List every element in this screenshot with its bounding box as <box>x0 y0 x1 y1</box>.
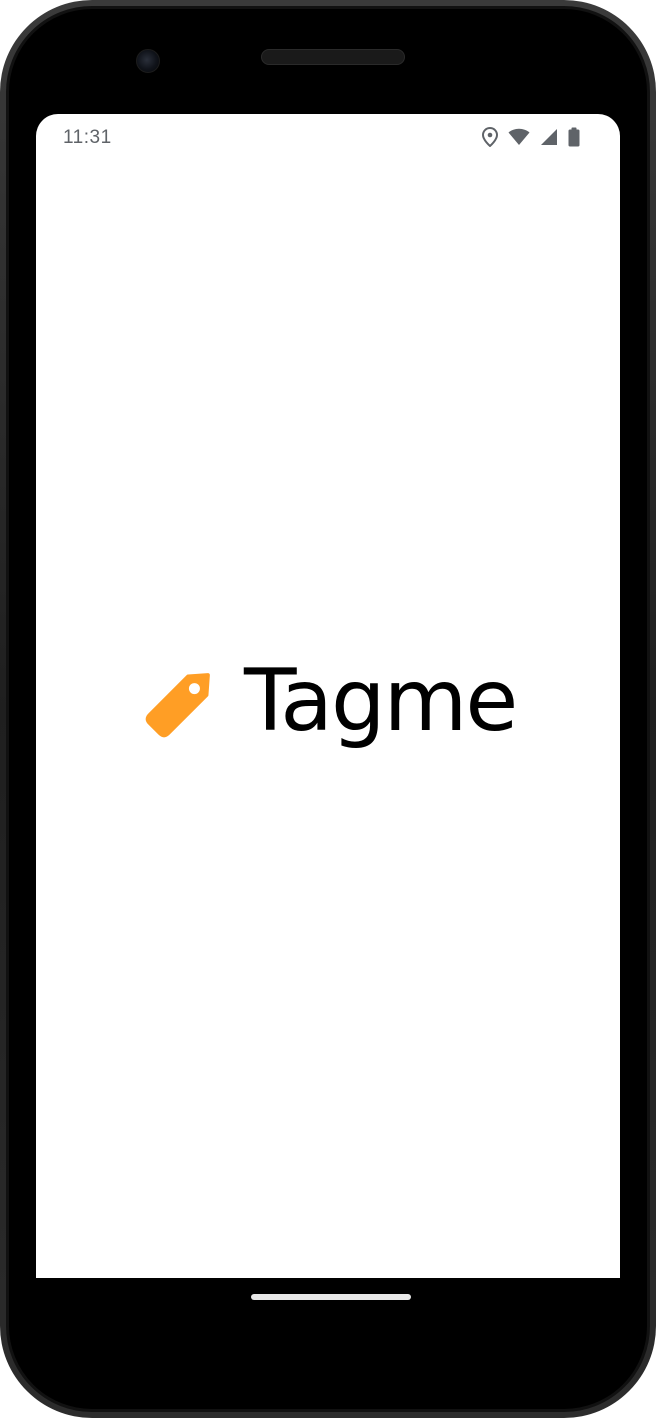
battery-icon <box>568 127 580 147</box>
cellular-signal-icon <box>540 128 558 146</box>
home-gesture-handle[interactable] <box>251 1294 411 1300</box>
screen: 11:31 <box>36 114 620 1278</box>
app-name: Tagme <box>244 650 518 751</box>
status-time: 11:31 <box>63 127 112 148</box>
tag-icon <box>138 659 224 750</box>
navigation-bar <box>36 1278 620 1338</box>
front-camera <box>136 49 160 73</box>
app-logo: Tagme <box>138 650 518 751</box>
status-icons <box>482 125 580 149</box>
status-bar: 11:31 <box>36 114 620 154</box>
earpiece-speaker <box>261 49 405 65</box>
location-icon <box>482 127 498 147</box>
phone-bezel: 11:31 <box>6 6 650 1412</box>
wifi-icon <box>508 128 530 146</box>
